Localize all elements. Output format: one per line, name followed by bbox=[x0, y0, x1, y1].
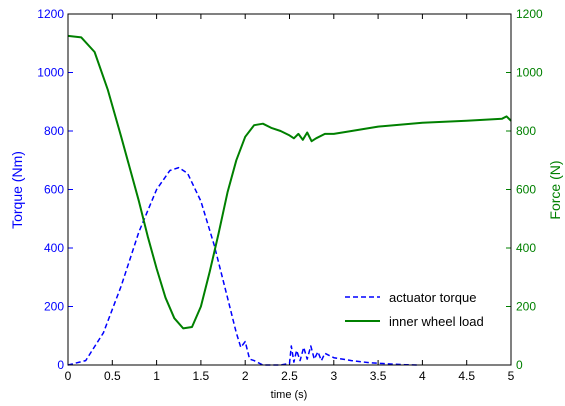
y-tick-label-left: 200 bbox=[44, 300, 64, 314]
ticks-layer: 0 0.5 1 1.5 2 2.5 3 3.5 4 4.5 50200400600800100012… bbox=[37, 7, 543, 383]
series-line-inner-wheel-load bbox=[67, 34, 512, 330]
y-tick-label-right: 600 bbox=[516, 183, 536, 197]
y-tick-label-left: 1000 bbox=[37, 66, 64, 80]
y-tick-label-right: 400 bbox=[516, 241, 536, 255]
x-tick-label: 3 bbox=[330, 369, 337, 383]
x-tick-label: 3.5 bbox=[370, 369, 387, 383]
x-tick-label: 0.5 bbox=[104, 369, 121, 383]
y-tick-label-right: 800 bbox=[516, 124, 536, 138]
y-axis-title-left: Torque (Nm) bbox=[9, 151, 25, 229]
y-tick-label-left: 400 bbox=[44, 241, 64, 255]
y-tick-label-right: 200 bbox=[516, 300, 536, 314]
y-tick-label-right: 0 bbox=[516, 358, 523, 372]
series-layer bbox=[67, 34, 512, 366]
legend-label-inner-wheel-load: inner wheel load bbox=[389, 314, 484, 329]
x-tick-label: 5 bbox=[508, 369, 515, 383]
x-tick-label: 2 bbox=[242, 369, 249, 383]
y-tick-label-right: 1000 bbox=[516, 66, 543, 80]
y-tick-label-left: 600 bbox=[44, 183, 64, 197]
series-line-actuator-torque bbox=[67, 166, 419, 366]
x-tick-label: 4.5 bbox=[458, 369, 475, 383]
y-tick-label-left: 800 bbox=[44, 124, 64, 138]
x-tick-label: 0 bbox=[65, 369, 72, 383]
y-tick-label-right: 1200 bbox=[516, 7, 543, 21]
y-tick-label-left: 0 bbox=[57, 358, 64, 372]
plot-frame bbox=[67, 13, 512, 366]
x-tick-label: 4 bbox=[419, 369, 426, 383]
x-tick-label: 2.5 bbox=[281, 369, 298, 383]
x-tick-label: 1.5 bbox=[193, 369, 210, 383]
y-tick-label-left: 1200 bbox=[37, 7, 64, 21]
x-axis-title: time (s) bbox=[271, 389, 308, 401]
y-axis-title-right: Force (N) bbox=[547, 160, 563, 219]
x-tick-label: 1 bbox=[153, 369, 160, 383]
legend-label-actuator-torque: actuator torque bbox=[389, 290, 476, 305]
legend: actuator torque inner wheel load bbox=[345, 290, 484, 329]
